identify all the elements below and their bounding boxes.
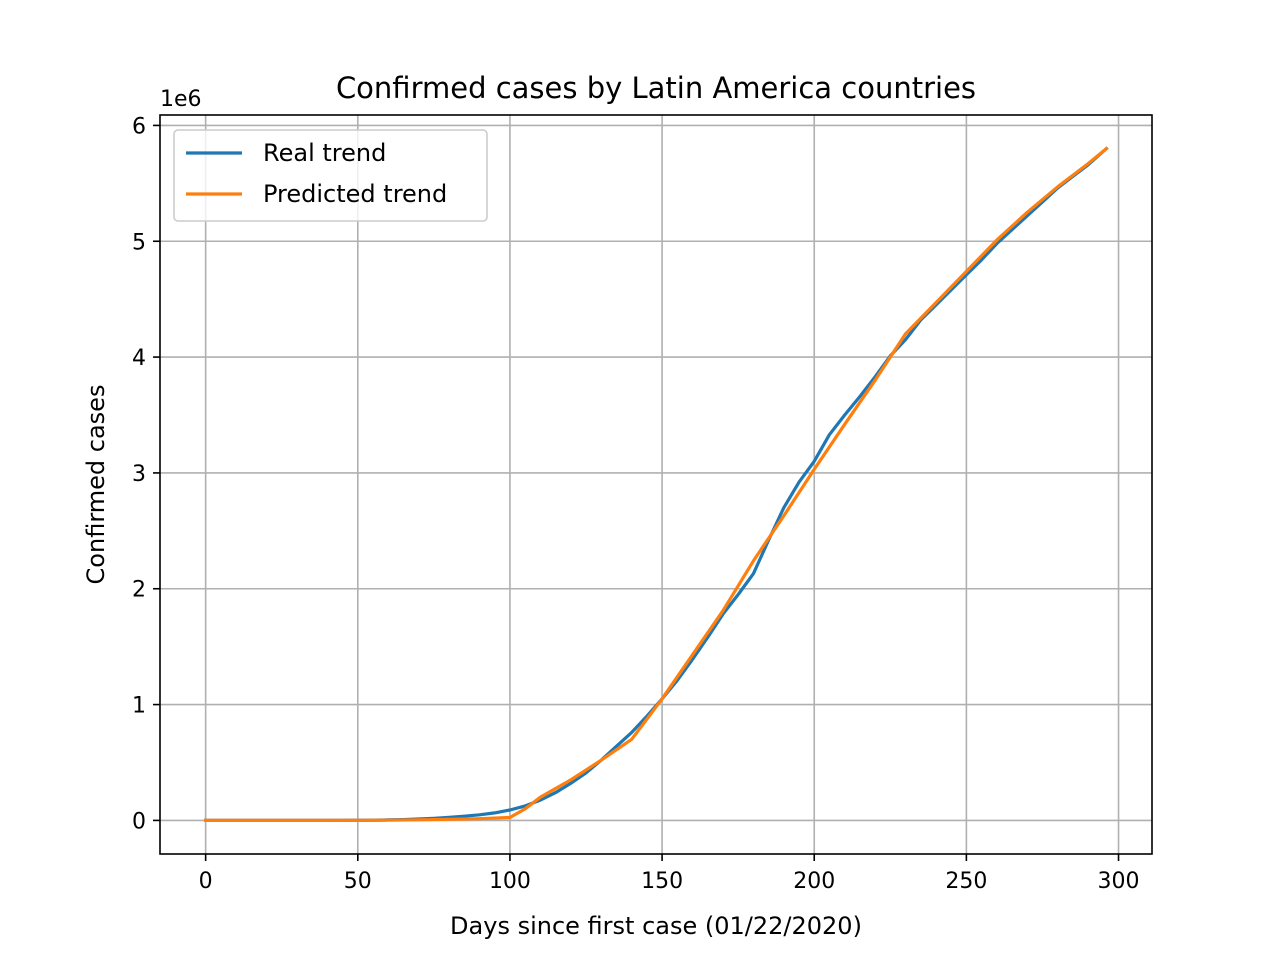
x-tick-label: 0	[199, 869, 213, 894]
grid	[160, 115, 1152, 854]
y-tick-label: 1	[132, 694, 146, 719]
x-tick-label: 150	[641, 869, 683, 894]
series-line-real-trend	[204, 146, 1109, 823]
x-tick-label: 100	[489, 869, 531, 894]
x-tick-label: 200	[793, 869, 835, 894]
y-tick-label: 5	[132, 230, 146, 255]
y-axis-label: Confirmed cases	[82, 385, 110, 585]
legend-box	[173, 129, 488, 222]
x-tick-label: 50	[344, 869, 372, 894]
y-tick-label: 6	[132, 114, 146, 139]
plot-frame	[159, 114, 1153, 855]
chart-title: Confirmed cases by Latin America countri…	[336, 71, 976, 105]
legend: Real trend Predicted trend	[173, 129, 488, 222]
axis-ticks: 0 50 100 150 200 250 300 0 1 2 3 4 5 6	[132, 114, 1140, 894]
y-tick-label: 2	[132, 578, 146, 603]
y-tick-label: 0	[132, 809, 146, 834]
legend-label-predicted-trend: Predicted trend	[263, 180, 447, 208]
legend-label-real-trend: Real trend	[263, 139, 386, 167]
x-tick-label: 250	[945, 869, 987, 894]
y-tick-label: 4	[132, 346, 146, 371]
y-tick-label: 3	[132, 462, 146, 487]
y-axis-offset-label: 1e6	[160, 87, 202, 112]
series-layer	[204, 146, 1109, 823]
x-tick-label: 300	[1098, 869, 1140, 894]
x-axis-label: Days since first case (01/22/2020)	[450, 912, 862, 940]
series-line-predicted-trend	[204, 146, 1109, 823]
